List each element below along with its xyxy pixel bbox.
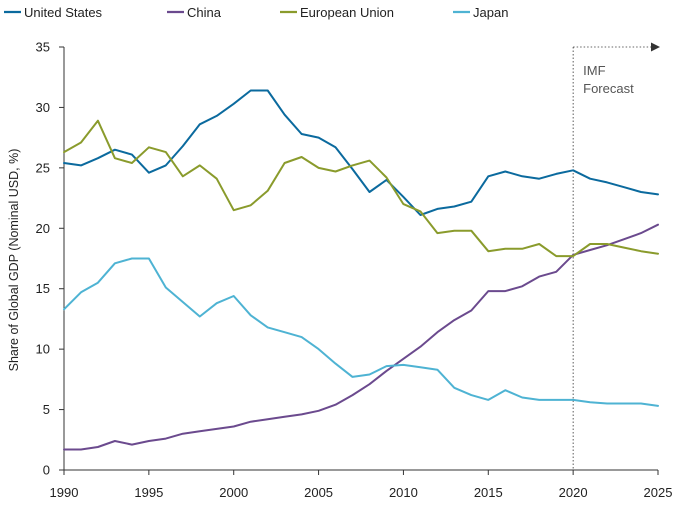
x-tick-label: 2000 (219, 485, 248, 500)
x-tick-label: 2005 (304, 485, 333, 500)
y-tick-label: 10 (36, 342, 50, 357)
y-tick-label: 20 (36, 221, 50, 236)
x-tick-label: 2015 (474, 485, 503, 500)
y-tick-label: 5 (43, 402, 50, 417)
x-tick-label: 1990 (50, 485, 79, 500)
y-axis-title: Share of Global GDP (Nominal USD, %) (7, 149, 21, 372)
legend-label-0: United States (24, 5, 103, 20)
y-tick-label: 35 (36, 40, 50, 55)
legend-label-2: European Union (300, 5, 394, 20)
y-tick-label: 25 (36, 160, 50, 175)
forecast-annotation: IMF Forecast (572, 42, 660, 470)
y-tick-label: 0 (43, 463, 50, 478)
x-tick-label: 1995 (134, 485, 163, 500)
forecast-label-line1: IMF (583, 63, 605, 78)
legend: United States China European Union Japan (4, 5, 508, 20)
legend-label-3: Japan (473, 5, 508, 20)
series-lines (63, 89, 659, 451)
series-line-2 (63, 119, 659, 258)
y-tick-label: 15 (36, 281, 50, 296)
y-tick-label: 30 (36, 100, 50, 115)
x-tick-label: 2020 (559, 485, 588, 500)
legend-label-1: China (187, 5, 222, 20)
forecast-arrowhead-icon (651, 42, 660, 52)
x-tick-label: 2010 (389, 485, 418, 500)
series-line-1 (63, 223, 659, 451)
series-line-3 (63, 257, 659, 407)
forecast-label-line2: Forecast (583, 81, 634, 96)
series-line-0 (63, 89, 659, 216)
x-tick-label: 2025 (644, 485, 673, 500)
